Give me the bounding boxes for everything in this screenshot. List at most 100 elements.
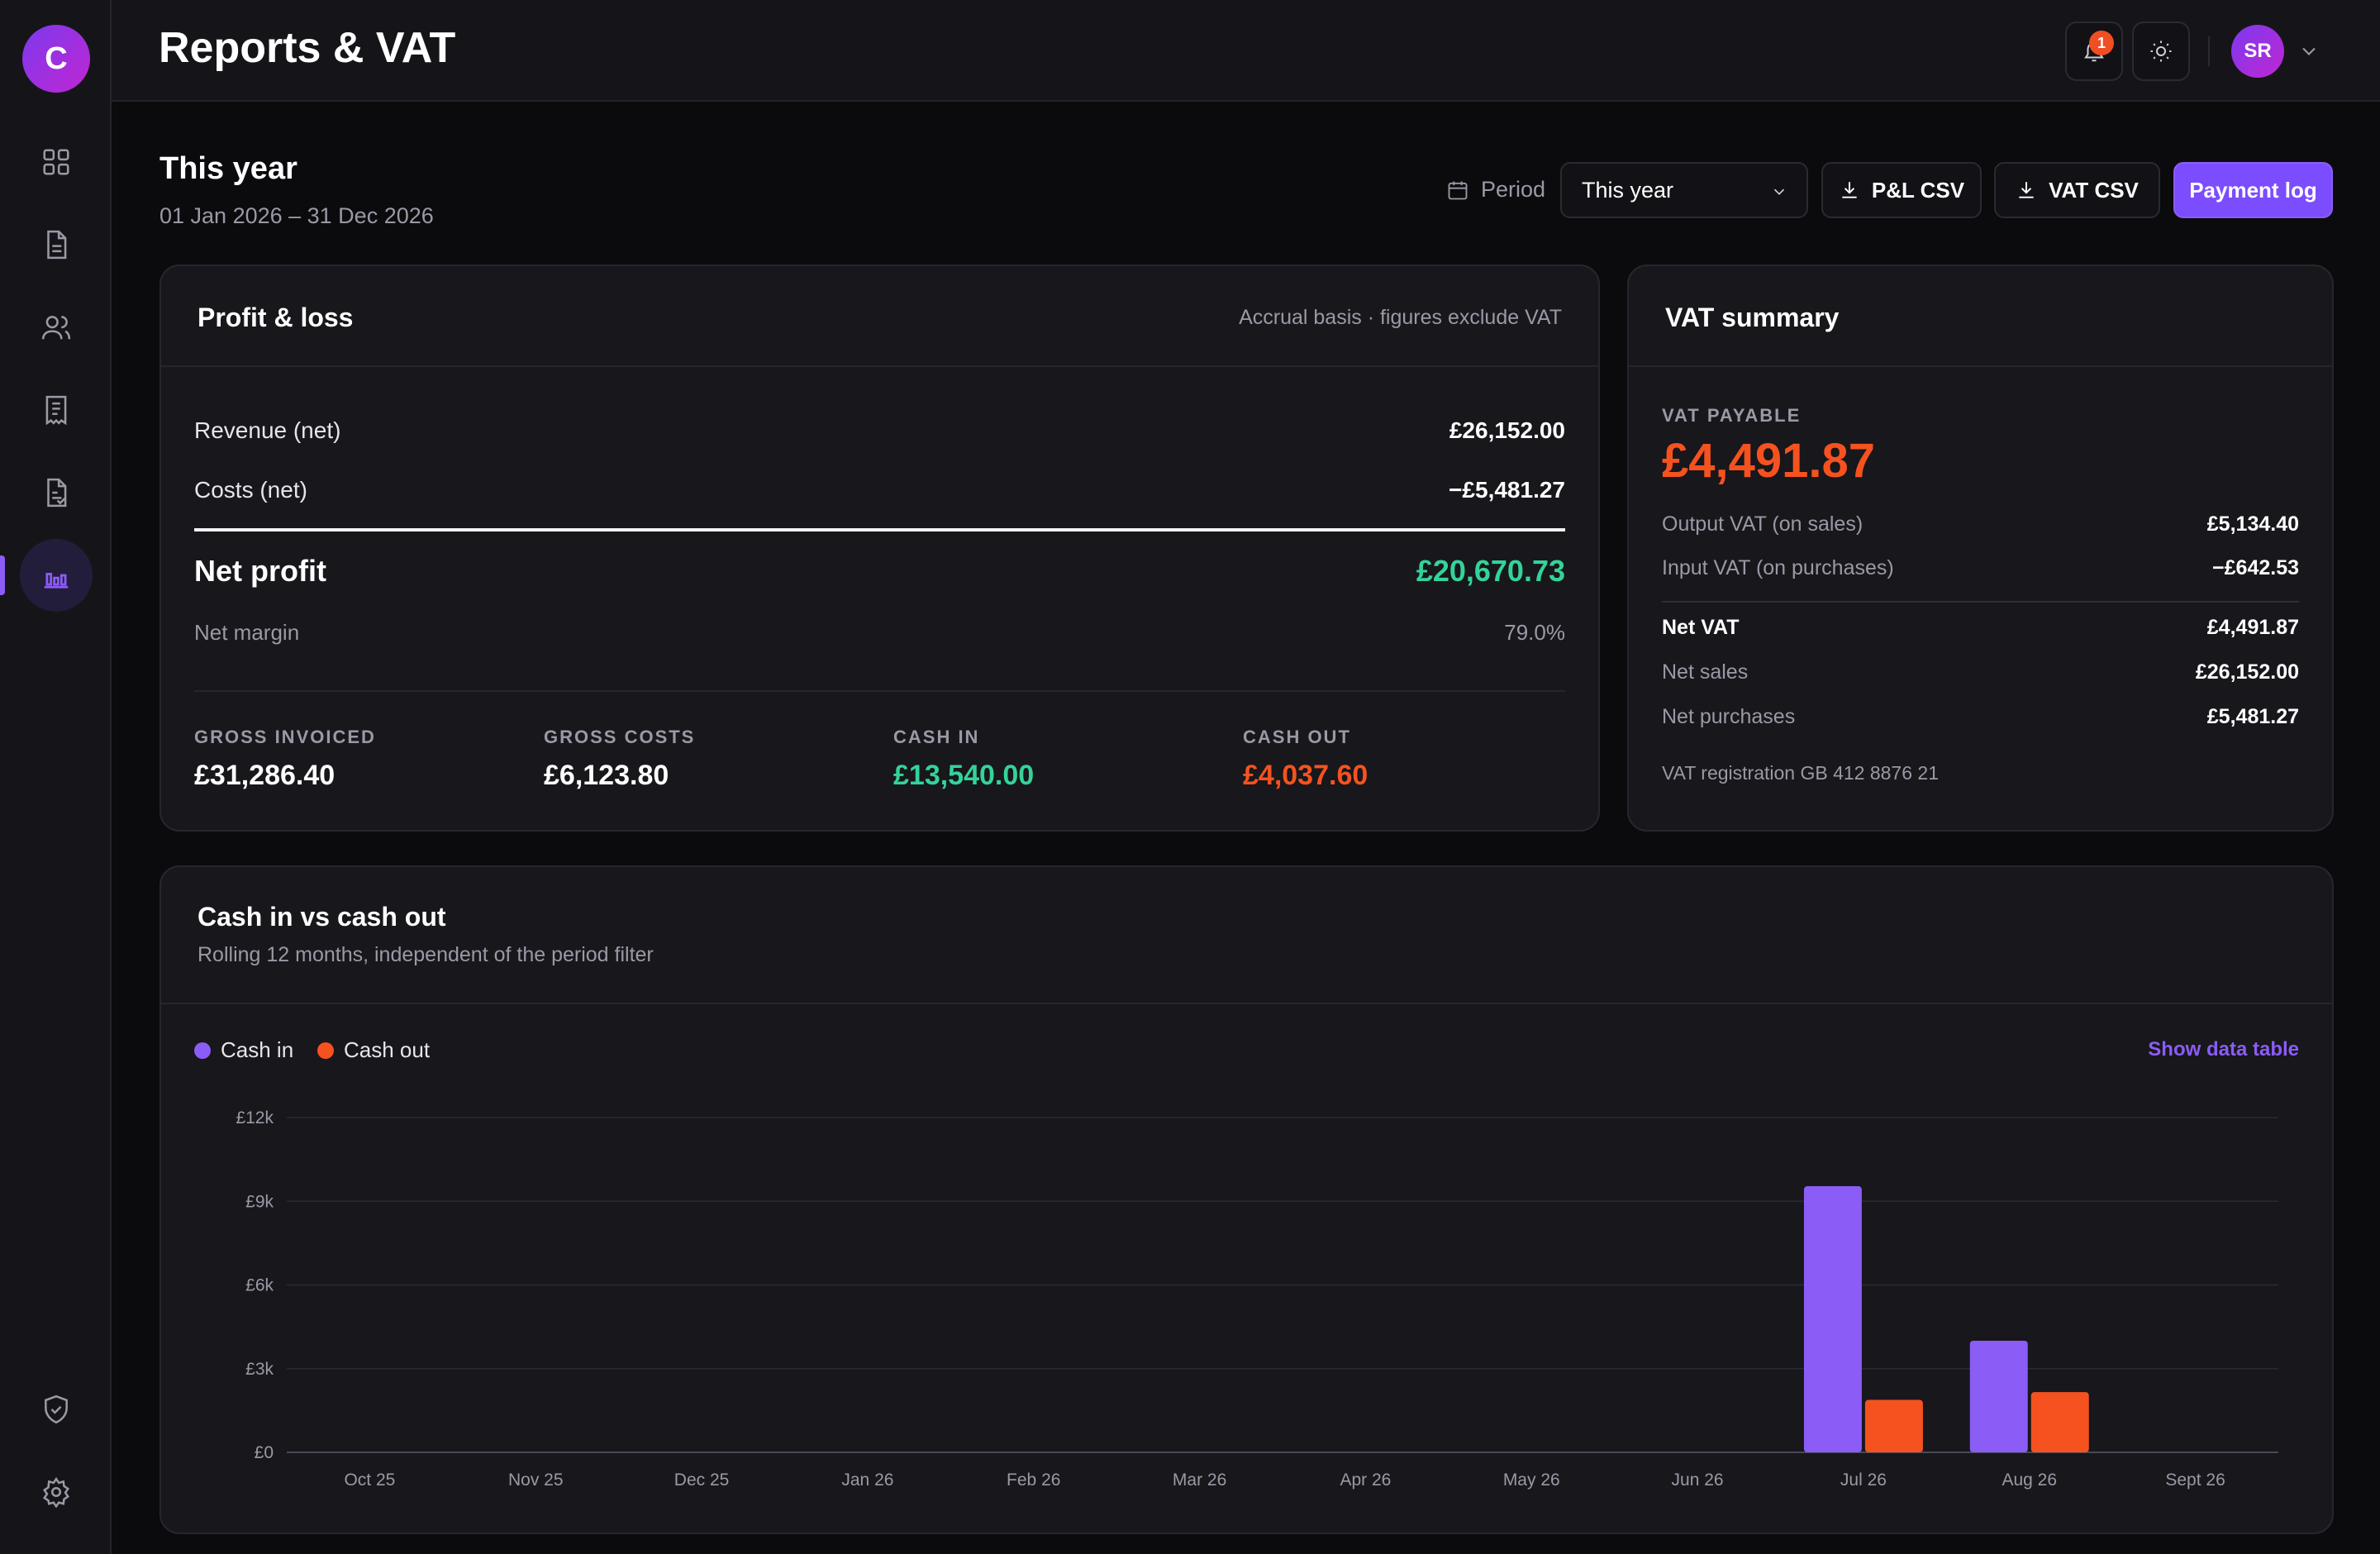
download-icon: [2019, 182, 2034, 198]
legend-label: Cash out: [344, 1037, 431, 1062]
stat-cash-out: CASH OUT £4,037.60: [1243, 727, 1368, 792]
gear-icon: [42, 1476, 70, 1508]
bar-cash-out: [1864, 1399, 1923, 1452]
vat-payable-label: VAT PAYABLE: [1662, 405, 1802, 426]
net-profit-label: Net profit: [194, 554, 326, 588]
net-vat-label: Net VAT: [1662, 616, 1740, 639]
sidebar-item-invoices[interactable]: [20, 456, 93, 529]
pl-csv-label: P&L CSV: [1871, 177, 1965, 203]
sidebar-item-settings[interactable]: [20, 1456, 93, 1528]
vat-summary-card: VAT summary VAT PAYABLE £4,491.87 Output…: [1627, 265, 2334, 832]
bar-chart-icon: [44, 572, 69, 589]
period-select[interactable]: This year: [1560, 162, 1808, 218]
stats-divider: [194, 690, 1565, 692]
stat-label: CASH OUT: [1243, 727, 1351, 747]
x-tick-label: Nov 25: [508, 1471, 564, 1490]
notification-badge: 1: [2089, 31, 2114, 55]
card-header: Profit & loss Accrual basis · figures ex…: [161, 266, 1598, 367]
invoice-icon: [47, 478, 67, 508]
top-header: Reports & VAT: [112, 0, 2380, 102]
show-data-table-link[interactable]: Show data table: [2148, 1038, 2299, 1061]
y-tick-label: £12k: [236, 1108, 274, 1127]
sidebar-item-reports[interactable]: [20, 539, 93, 612]
pl-csv-button[interactable]: P&L CSV: [1821, 162, 1982, 218]
card-header: VAT summary: [1629, 266, 2332, 367]
legend-swatch: [317, 1042, 334, 1059]
user-avatar[interactable]: SR: [2231, 25, 2284, 78]
x-tick-label: May 26: [1503, 1471, 1560, 1490]
net-profit-value: £20,670.73: [1416, 554, 1565, 588]
cash-bar-chart: £0 £3k £6k £9k £12k Oct 25 Nov 25 Dec 25 Jan 26 F…: [236, 1108, 2278, 1490]
input-vat-label: Input VAT (on purchases): [1662, 556, 1894, 579]
card-title: Cash in vs cash out: [198, 902, 446, 932]
y-tick-label: £0: [255, 1443, 274, 1462]
legend-cash-out: Cash out: [317, 1037, 430, 1063]
active-indicator: [0, 555, 5, 595]
receipt-icon: [45, 395, 67, 426]
vat-csv-button[interactable]: VAT CSV: [1994, 162, 2160, 218]
stat-value: £13,540.00: [893, 760, 1035, 791]
card-subtitle: Rolling 12 months, independent of the pe…: [198, 943, 654, 966]
net-purchases-label: Net purchases: [1662, 705, 1796, 728]
net-margin-label: Net margin: [194, 620, 300, 645]
total-divider: [194, 528, 1565, 532]
logo-letter: C: [45, 41, 68, 76]
stat-value: £31,286.40: [194, 760, 336, 791]
y-tick-label: £6k: [245, 1276, 274, 1295]
app-logo[interactable]: C: [22, 25, 90, 93]
sun-icon: [2150, 41, 2172, 62]
bar-cash-in: [1969, 1341, 2028, 1452]
notifications-button[interactable]: 1: [2065, 21, 2123, 81]
sidebar-item-documents[interactable]: [20, 208, 93, 281]
x-tick-label: Feb 26: [1007, 1471, 1060, 1490]
stat-gross-invoiced: GROSS INVOICED £31,286.40: [194, 727, 376, 792]
sidebar: C: [0, 0, 112, 1554]
x-tick-label: Sept 26: [2165, 1471, 2225, 1490]
x-tick-label: Jul 26: [1840, 1471, 1887, 1490]
bar-cash-in: [1803, 1186, 1862, 1452]
vat-csv-label: VAT CSV: [2049, 177, 2139, 203]
sidebar-item-dashboard[interactable]: [20, 126, 93, 198]
card-title: Profit & loss: [198, 303, 354, 332]
y-tick-label: £9k: [245, 1192, 274, 1211]
stat-label: GROSS COSTS: [544, 727, 696, 747]
period-range: 01 Jan 2026 – 31 Dec 2026: [159, 203, 434, 228]
header-divider: [2208, 36, 2210, 66]
sidebar-item-security[interactable]: [20, 1373, 93, 1446]
legend-cash-in: Cash in: [194, 1037, 293, 1063]
card-header: Cash in vs cash out Rolling 12 months, i…: [161, 867, 2332, 1004]
x-tick-label: Jun 26: [1672, 1471, 1724, 1490]
download-icon: [1842, 182, 1857, 198]
chevron-down-icon: [1773, 188, 1785, 195]
bar-cash-out: [2030, 1392, 2089, 1452]
chevron-down-icon[interactable]: [2297, 40, 2320, 63]
vat-payable-value: £4,491.87: [1662, 434, 1876, 488]
payment-log-button[interactable]: Payment log: [2173, 162, 2333, 218]
x-tick-label: Apr 26: [1340, 1471, 1391, 1490]
users-icon: [41, 316, 71, 340]
net-sales-value: £26,152.00: [2195, 660, 2299, 684]
accrual-note: Accrual basis · figures exclude VAT: [1239, 306, 1562, 329]
x-tick-label: Dec 25: [674, 1471, 730, 1490]
profit-loss-card: Profit & loss Accrual basis · figures ex…: [159, 265, 1600, 832]
output-vat-label: Output VAT (on sales): [1662, 512, 1864, 536]
stat-value: £6,123.80: [544, 760, 669, 791]
x-tick-label: Jan 26: [841, 1471, 893, 1490]
stat-gross-costs: GROSS COSTS £6,123.80: [544, 727, 695, 792]
legend-swatch: [194, 1042, 211, 1059]
output-vat-value: £5,134.40: [2206, 512, 2299, 536]
stat-value: £4,037.60: [1243, 760, 1368, 791]
revenue-value: £26,152.00: [1449, 417, 1565, 443]
cash-chart-card: Cash in vs cash out Rolling 12 months, i…: [159, 865, 2334, 1534]
vat-divider: [1662, 601, 2299, 603]
costs-label: Costs (net): [194, 477, 307, 503]
theme-toggle-button[interactable]: [2132, 21, 2190, 81]
card-title: VAT summary: [1665, 303, 1840, 332]
costs-value: −£5,481.27: [1449, 477, 1565, 503]
stat-cash-in: CASH IN £13,540.00: [893, 727, 1034, 792]
sidebar-item-expenses[interactable]: [20, 374, 93, 446]
page-title: Reports & VAT: [159, 24, 456, 72]
x-tick-label: Aug 26: [2002, 1471, 2057, 1490]
vat-registration: VAT registration GB 412 8876 21: [1662, 762, 1939, 784]
sidebar-item-clients[interactable]: [20, 291, 93, 364]
